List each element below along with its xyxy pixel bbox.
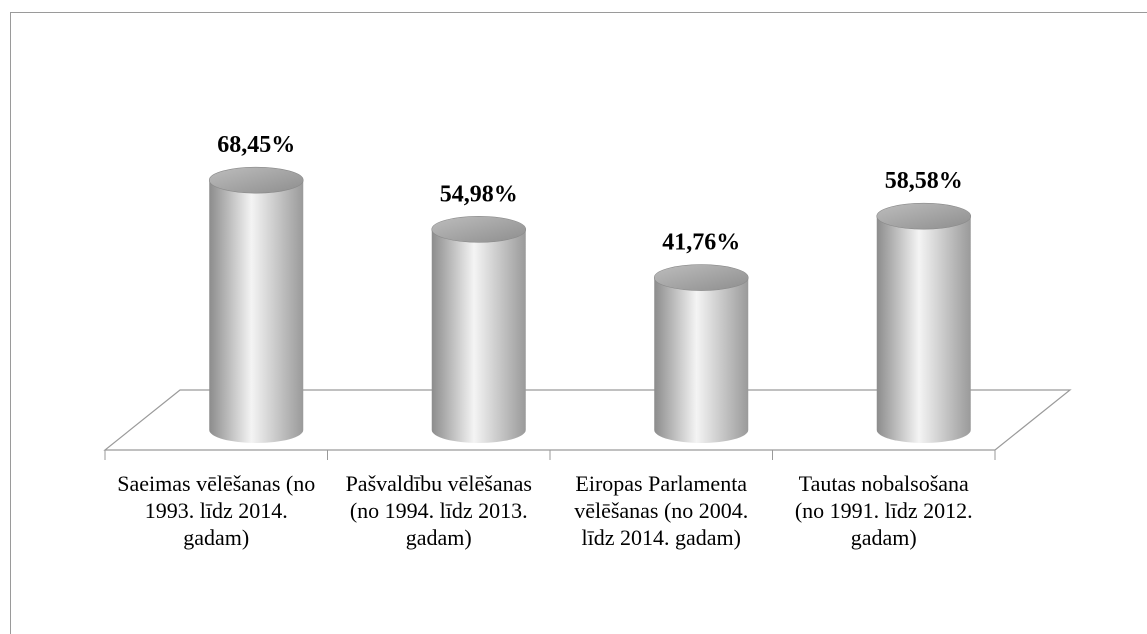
cylinder-body xyxy=(654,277,749,443)
cylinder-body xyxy=(209,180,304,443)
value-label: 41,76% xyxy=(662,230,740,256)
x-tick-label: Tautas nobalsošana (no 1991. līdz 2012. … xyxy=(794,471,973,550)
cylinder xyxy=(431,216,527,443)
cylinder-top xyxy=(431,216,527,243)
cylinder xyxy=(876,202,972,443)
value-label: 68,45% xyxy=(217,132,295,158)
cylinder-top xyxy=(876,202,972,230)
cylinder-body xyxy=(431,229,526,443)
x-tick-label: Eiropas Parlamenta vēlēšanas (no 2004. l… xyxy=(574,471,749,550)
value-label: 58,58% xyxy=(885,168,963,194)
x-tick-label: Saeimas vēlēšanas (no 1993. līdz 2014. g… xyxy=(117,471,316,550)
value-label: 54,98% xyxy=(440,181,518,207)
cylinder xyxy=(208,166,304,443)
cylinder xyxy=(653,264,749,443)
cylinder-top xyxy=(653,264,749,291)
cylinder-body xyxy=(876,216,971,443)
x-tick-label: Pašvaldību vēlēšanas (no 1994. līdz 2013… xyxy=(345,471,532,550)
chart-frame xyxy=(10,12,1147,634)
cylinder-top xyxy=(208,166,304,194)
